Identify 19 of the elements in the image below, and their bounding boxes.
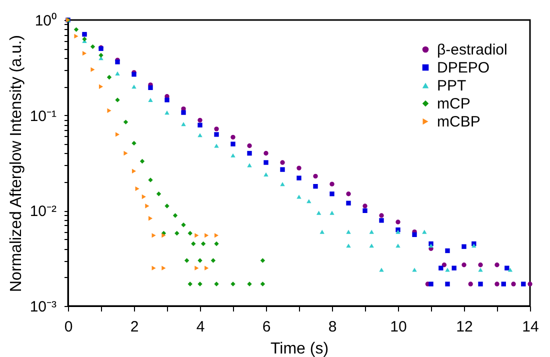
legend-label: mCP: [437, 96, 470, 112]
x-tick-label: 8: [328, 318, 337, 336]
x-tick-label: 2: [130, 318, 139, 336]
legend-label: PPT: [437, 78, 466, 94]
x-axis-title: Time (s): [270, 340, 329, 357]
y-tick-label: 10⁻³: [30, 298, 56, 316]
x-tick-label: 10: [390, 318, 407, 336]
x-tick-label: 4: [196, 318, 205, 336]
legend-label: DPEPO: [437, 60, 490, 76]
x-tick-label: 0: [64, 318, 73, 336]
legend-label: β-estradiol: [437, 42, 508, 58]
y-tick-label: 10⁻²: [30, 203, 56, 220]
x-tick-label: 14: [522, 318, 539, 336]
y-tick-label: 10⁰: [34, 12, 56, 30]
x-tick-label: 12: [456, 318, 473, 336]
legend-label: mCBP: [437, 114, 480, 130]
y-tick-label: 10⁻¹: [30, 108, 56, 125]
y-axis-title: Normalized Afterglow Intensity (a.u.): [8, 35, 25, 292]
x-tick-label: 6: [262, 318, 271, 336]
